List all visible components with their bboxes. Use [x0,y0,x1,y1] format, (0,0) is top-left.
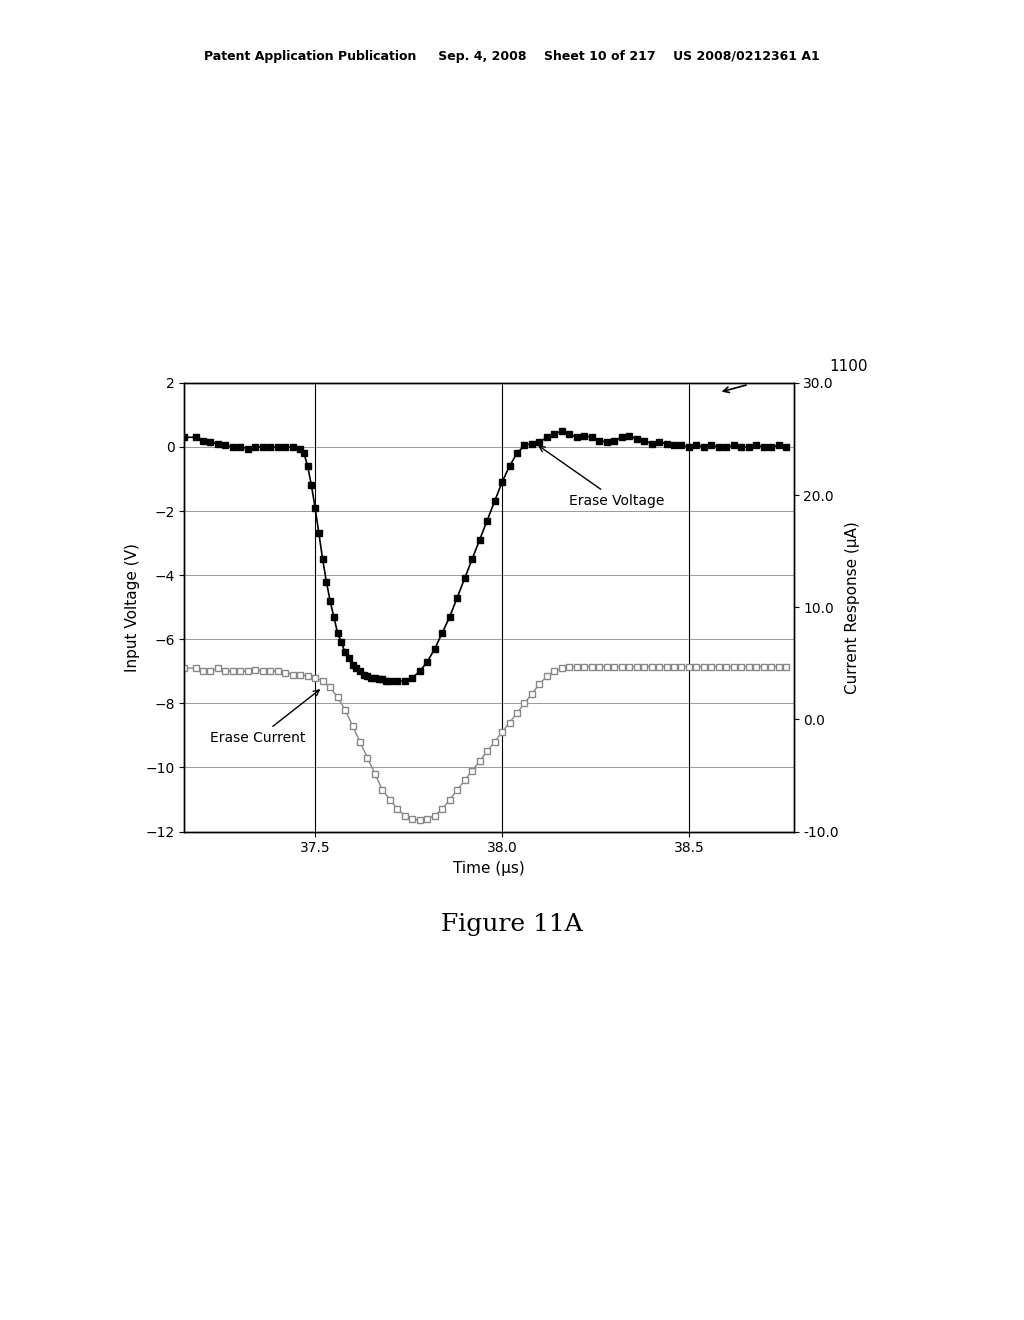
Text: Erase Voltage: Erase Voltage [540,446,665,508]
Y-axis label: Input Voltage (V): Input Voltage (V) [125,543,140,672]
X-axis label: Time (μs): Time (μs) [453,861,525,876]
Text: Figure 11A: Figure 11A [441,913,583,936]
Text: Patent Application Publication     Sep. 4, 2008    Sheet 10 of 217    US 2008/02: Patent Application Publication Sep. 4, 2… [204,50,820,63]
Text: Erase Current: Erase Current [211,690,319,744]
Text: 1100: 1100 [829,359,868,374]
Y-axis label: Current Response (μA): Current Response (μA) [845,521,859,693]
